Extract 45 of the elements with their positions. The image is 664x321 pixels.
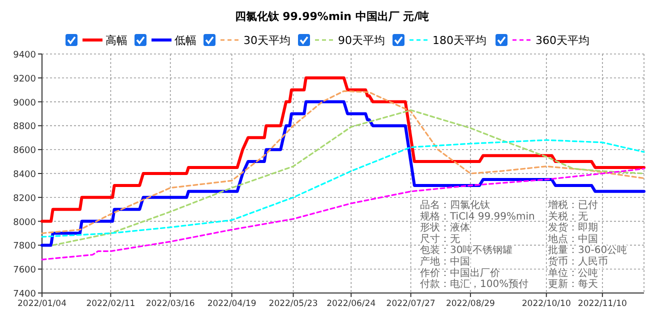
x-tick-label: 2022/02/11 (86, 299, 136, 309)
annotation: 地点：中国 (547, 232, 598, 245)
legend-label: 高幅 (106, 34, 128, 47)
y-tick-label: 7400 (13, 290, 36, 300)
annotation: 增税：已付 (547, 199, 598, 211)
y-tick-label: 8200 (13, 194, 36, 204)
annotation: 付款：电汇，100%预付 (420, 278, 529, 290)
annotation: 作价：中国出厂价 (419, 266, 500, 279)
annotation: 产地：中国 (420, 256, 470, 268)
y-tick-label: 8600 (13, 146, 36, 156)
line-series (40, 76, 646, 223)
x-tick-label: 2022/04/19 (207, 299, 256, 309)
x-tick-label: 2022/08/29 (446, 299, 495, 309)
legend-label: 180天平均 (432, 34, 486, 47)
legend-label: 30天平均 (244, 34, 290, 47)
x-tick-label: 2022/05/23 (268, 299, 318, 309)
annotation: 规格：TiCl4 99.99%min (420, 210, 535, 222)
annotation: 包装：30吨不锈钢罐 (420, 244, 513, 256)
x-tick-label: 2022/07/27 (386, 299, 436, 309)
legend-label: 360天平均 (536, 34, 590, 47)
annotation: 品名：四氯化钛 (420, 199, 490, 211)
annotation: 单位：公吨 (548, 266, 598, 279)
x-tick-label: 2022/01/04 (18, 299, 66, 309)
annotation: 尺寸：无 (420, 232, 460, 245)
chart-title: 四氯化钛 99.99%min 中国出厂 元/吨 (234, 10, 430, 23)
y-tick-label: 9200 (13, 74, 36, 84)
annotation: 关税：无 (548, 210, 588, 222)
x-tick-label: 2022/03/16 (146, 299, 195, 309)
y-tick-label: 8000 (13, 218, 36, 228)
legend-label: 90天平均 (338, 34, 385, 47)
annotation: 形状：液体 (420, 222, 470, 234)
y-tick-label: 7800 (13, 242, 36, 252)
x-tick-label: 2022/11/10 (578, 299, 627, 309)
x-tick-label: 2022/06/24 (326, 299, 376, 309)
y-tick-label: 9000 (13, 98, 36, 108)
annotation: 批量：30-60公吨 (548, 244, 628, 256)
annotation: 更新：每天 (548, 278, 598, 290)
annotation: 货币：人民币 (548, 256, 608, 268)
y-tick-label: 8400 (13, 170, 36, 180)
legend-label: 低幅 (174, 34, 196, 47)
x-tick-label: 2022/10/10 (522, 299, 571, 309)
y-tick-label: 7600 (13, 266, 36, 276)
annotation: 发货：即期 (548, 222, 598, 234)
y-tick-label: 9400 (13, 50, 36, 60)
y-tick-label: 8800 (13, 122, 36, 132)
